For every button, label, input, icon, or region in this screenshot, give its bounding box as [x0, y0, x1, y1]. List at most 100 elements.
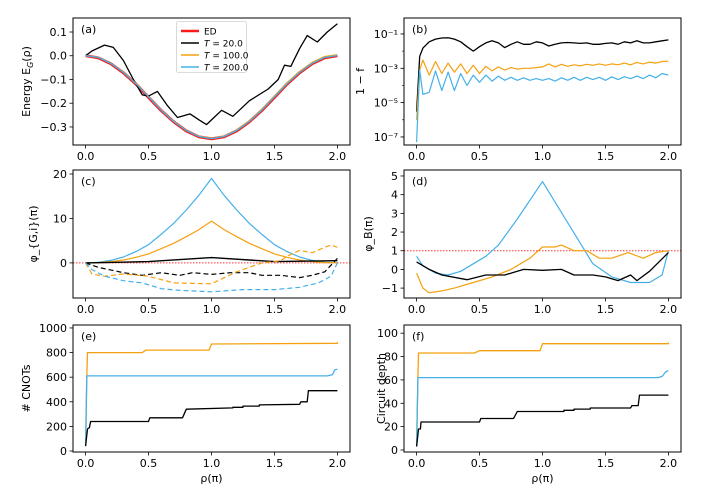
- x-tick-label: 0.5: [471, 303, 489, 316]
- series-line-1: [416, 181, 669, 284]
- panel-f: 0.0 0.5 1.0 1.5 2.0 0 20 40 60 80 100 (f) Circuit de…: [375, 324, 682, 485]
- y-axis-label: Circuit depth: [375, 353, 388, 424]
- series-line-2: [416, 244, 669, 294]
- x-tick-label: 1.0: [534, 150, 552, 163]
- x-tick-label: 1.0: [534, 303, 552, 316]
- x-tick-label: 0.0: [77, 150, 95, 163]
- x-tick-label: 0.5: [471, 150, 489, 163]
- legend-label: T = 20.0: [204, 40, 243, 50]
- y-tick-label: 3: [391, 207, 398, 220]
- panel-label: (b): [412, 23, 428, 36]
- y-tick-label: −0.2: [40, 97, 67, 110]
- x-tick-label: 1.5: [597, 150, 615, 163]
- y-tick-label: 200: [46, 420, 67, 433]
- x-tick-label: 0.0: [77, 457, 95, 470]
- y-axis-label: φ_{G,i}(π): [27, 205, 40, 262]
- series-line-2: [415, 370, 669, 447]
- x-tick-label: 1.5: [266, 150, 284, 163]
- y-tick-label: 0.0: [50, 50, 68, 63]
- x-tick-label: 2.0: [660, 457, 678, 470]
- series-line-2: [416, 59, 669, 120]
- x-tick-label: 2.0: [329, 303, 347, 316]
- y-tick-label: 600: [46, 371, 67, 384]
- y-tick-label: 20: [384, 421, 398, 434]
- series-line-3: [84, 390, 338, 447]
- series-line-2: [84, 368, 338, 447]
- series-line-6: [85, 262, 338, 293]
- y-axis-label: # CNOTs: [20, 364, 33, 412]
- y-tick-label: 80: [384, 351, 398, 364]
- x-tick-label: 0.5: [140, 457, 158, 470]
- series-line-3: [415, 394, 669, 447]
- y-tick-label: 0: [60, 445, 67, 458]
- y-tick-label: 20: [53, 168, 67, 181]
- series-line-t-20-0: [85, 23, 338, 126]
- y-tick-label: 0: [60, 257, 67, 270]
- y-tick-label: 100: [377, 327, 398, 340]
- panel-label: (d): [412, 175, 428, 188]
- y-tick-label: 10: [53, 212, 67, 225]
- panel-c: 0.0 0.5 1.0 1.5 2.0 0 10 20 (c) φ_{G,i}(π): [27, 168, 351, 316]
- y-tick-label: 800: [46, 347, 67, 360]
- legend-label: T = 100.0: [204, 52, 249, 62]
- x-tick-label: 1.5: [597, 457, 615, 470]
- y-tick-label: 10⁻⁷: [374, 131, 398, 144]
- x-axis-label: ρ(π): [531, 472, 553, 485]
- axes-frame: [403, 17, 682, 146]
- panel-label: (a): [81, 23, 96, 36]
- y-tick-label: 4: [391, 189, 398, 202]
- x-tick-label: 2.0: [329, 457, 347, 470]
- y-tick-label: 10⁻⁵: [374, 97, 398, 110]
- y-tick-label: 0: [391, 444, 398, 457]
- y-tick-label: 0: [391, 263, 398, 276]
- x-tick-label: 0.0: [408, 303, 426, 316]
- panel-label: (f): [412, 330, 424, 343]
- y-tick-label: 400: [46, 396, 67, 409]
- y-axis-label: 1 − f: [354, 67, 367, 95]
- legend-label: T = 200.0: [204, 64, 249, 74]
- x-tick-label: 2.0: [660, 303, 678, 316]
- y-tick-label: 10⁻³: [374, 62, 398, 75]
- series-line-1: [415, 342, 670, 447]
- y-tick-label: −0.1: [40, 73, 67, 86]
- x-tick-label: 1.0: [534, 457, 552, 470]
- panel-e: 0.0 0.5 1.0 1.5 2.0 0 200 400 600 800 1000 (e) # CNO…: [20, 322, 351, 485]
- x-tick-label: 0.0: [408, 457, 426, 470]
- y-tick-label: 0.1: [50, 26, 68, 39]
- panel-label: (e): [81, 330, 96, 343]
- x-tick-label: 2.0: [660, 150, 678, 163]
- y-tick-label: 10⁻¹: [374, 28, 398, 41]
- series-line-3: [416, 252, 669, 282]
- x-tick-label: 0.0: [408, 150, 426, 163]
- series-line-5: [85, 244, 338, 285]
- legend-label: ED: [204, 28, 217, 38]
- x-tick-label: 1.5: [266, 457, 284, 470]
- panel-b: 0.0 0.5 1.0 1.5 2.0 10⁻⁷ 10⁻⁵ 10⁻³ 10⁻¹ (b) 1 − f: [354, 17, 682, 163]
- series-line-1: [415, 37, 669, 112]
- y-tick-label: −0.3: [40, 121, 67, 134]
- series-line-1: [85, 177, 338, 264]
- series-line-3: [416, 69, 669, 143]
- panel-d: 0.0 0.5 1.0 1.5 2.0 −1 0 1 2 3 4 5 (d) φ_B(π): [362, 169, 682, 316]
- x-tick-label: 1.5: [597, 303, 615, 316]
- y-tick-label: 60: [384, 374, 398, 387]
- x-tick-label: 1.0: [203, 303, 221, 316]
- series-line-3: [85, 256, 338, 264]
- x-axis-label: ρ(π): [200, 472, 222, 485]
- x-tick-label: 0.5: [140, 303, 158, 316]
- y-tick-label: 1000: [39, 322, 67, 335]
- y-axis-label: φ_B(π): [362, 216, 375, 252]
- legend-box: [176, 21, 247, 73]
- x-tick-label: 0.5: [140, 150, 158, 163]
- y-tick-label: 2: [391, 226, 398, 239]
- legend: ED T = 20.0 T = 100.0 T = 200.0: [176, 21, 249, 74]
- series-line-1: [84, 342, 339, 447]
- y-tick-label: 5: [391, 170, 398, 183]
- series-line-4: [85, 257, 338, 279]
- panel-a: 0.0 0.5 1.0 1.5 2.0 −0.3 −0.2 −0.1 0.0 0.1 (a) Ener…: [20, 17, 351, 163]
- x-tick-label: 1.0: [203, 150, 221, 163]
- series-line-t-200-0: [85, 54, 338, 140]
- y-tick-label: −1: [382, 282, 398, 295]
- x-tick-label: 0.5: [471, 457, 489, 470]
